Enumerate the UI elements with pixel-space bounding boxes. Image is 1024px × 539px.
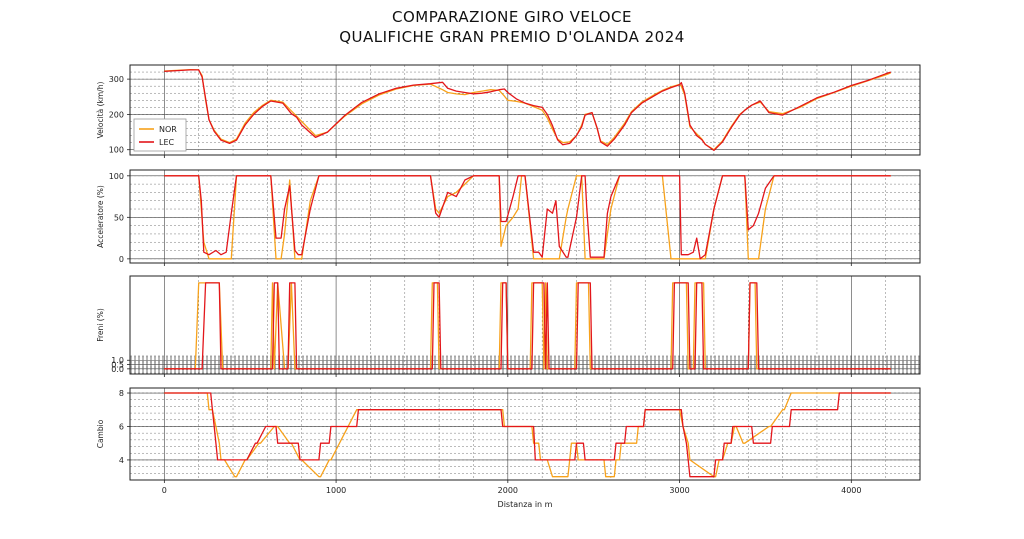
panel-0: 100 200 300 Velocità (km/h) bbox=[96, 64, 921, 158]
chart-title-line1: COMPARAZIONE GIRO VELOCE bbox=[392, 8, 632, 26]
x-tick-label: 4000 bbox=[841, 486, 861, 495]
panel-frame bbox=[129, 387, 921, 481]
y-tick-label: 4 bbox=[119, 456, 124, 465]
series-line-lec bbox=[164, 69, 892, 152]
y-axis-label: Freni (%) bbox=[96, 308, 105, 342]
panel-3: 4 6 8 Cambio bbox=[96, 387, 921, 483]
y-tick-label: 0.5 bbox=[111, 361, 124, 370]
x-tick-label: 3000 bbox=[669, 486, 689, 495]
panel-1: 0 50 100 Acceleratore (%) bbox=[96, 169, 921, 266]
y-axis-label: Velocità (km/h) bbox=[96, 82, 105, 139]
series-line-lec bbox=[164, 392, 891, 478]
panel-2: 0.00.51.0 Freni (%) bbox=[96, 275, 921, 377]
legend: NOR LEC bbox=[133, 118, 187, 152]
y-tick-label: 50 bbox=[114, 213, 124, 222]
y-tick-label: 6 bbox=[119, 422, 124, 431]
x-tick-label: 2000 bbox=[498, 486, 518, 495]
legend-label-lec: LEC bbox=[159, 138, 175, 147]
y-axis-label: Acceleratore (%) bbox=[96, 185, 105, 248]
chart-title-line2: QUALIFICHE GRAN PREMIO D'OLANDA 2024 bbox=[339, 28, 685, 46]
legend-label-nor: NOR bbox=[159, 125, 177, 134]
y-tick-label: 200 bbox=[109, 110, 124, 119]
series-line-lec bbox=[164, 282, 891, 370]
panel-frame bbox=[129, 275, 921, 375]
y-tick-label: 100 bbox=[109, 172, 124, 181]
series-line-nor bbox=[164, 68, 892, 151]
y-tick-label: 8 bbox=[119, 389, 124, 398]
x-tick-label: 0 bbox=[162, 486, 167, 495]
panel-frame bbox=[129, 169, 921, 264]
y-axis-label: Cambio bbox=[96, 419, 105, 448]
series-line-nor bbox=[164, 282, 891, 370]
y-tick-label: 1.0 bbox=[111, 356, 124, 365]
series-line-lec bbox=[164, 175, 891, 260]
y-tick-label: 100 bbox=[109, 146, 124, 155]
x-tick-label: 1000 bbox=[326, 486, 346, 495]
series-line-nor bbox=[164, 392, 891, 478]
y-tick-label: 0 bbox=[119, 255, 124, 264]
panel-frame bbox=[129, 64, 921, 156]
legend-box bbox=[133, 118, 187, 152]
x-axis-label: Distanza in m bbox=[498, 500, 553, 509]
y-tick-label: 300 bbox=[109, 75, 124, 84]
y-tick-label: 0.0 bbox=[111, 365, 124, 374]
